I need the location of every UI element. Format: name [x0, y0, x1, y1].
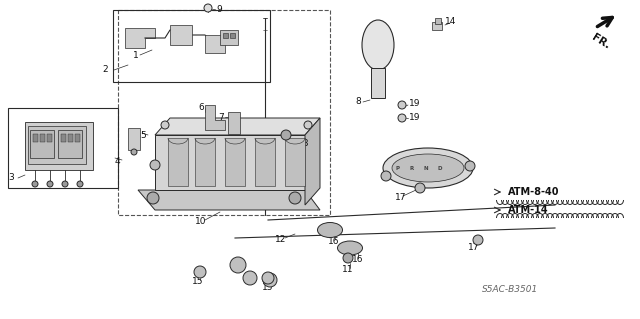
Text: 15: 15	[192, 278, 204, 286]
Ellipse shape	[337, 241, 362, 255]
Text: 11: 11	[342, 265, 353, 275]
Circle shape	[263, 273, 277, 287]
FancyBboxPatch shape	[435, 18, 441, 24]
Text: 15: 15	[262, 284, 273, 293]
Text: 18: 18	[298, 139, 310, 149]
FancyBboxPatch shape	[68, 134, 73, 142]
Polygon shape	[305, 118, 320, 205]
Text: D: D	[438, 166, 442, 170]
Text: 1: 1	[133, 50, 139, 60]
Circle shape	[150, 160, 160, 170]
FancyBboxPatch shape	[285, 138, 305, 186]
Polygon shape	[155, 118, 320, 135]
FancyBboxPatch shape	[168, 138, 188, 186]
FancyBboxPatch shape	[58, 130, 82, 158]
Circle shape	[32, 181, 38, 187]
Text: 2: 2	[102, 65, 108, 75]
FancyBboxPatch shape	[230, 33, 235, 38]
Text: 20: 20	[172, 164, 184, 173]
Circle shape	[398, 101, 406, 109]
Circle shape	[147, 192, 159, 204]
Circle shape	[281, 130, 291, 140]
FancyBboxPatch shape	[47, 134, 52, 142]
Text: 4: 4	[115, 158, 120, 167]
Text: 10: 10	[195, 218, 207, 226]
Circle shape	[243, 271, 257, 285]
Polygon shape	[205, 105, 225, 130]
FancyBboxPatch shape	[255, 138, 275, 186]
FancyBboxPatch shape	[220, 30, 238, 45]
Text: 7: 7	[218, 113, 224, 122]
Text: 17: 17	[395, 194, 406, 203]
Text: 19: 19	[409, 113, 420, 122]
Circle shape	[304, 121, 312, 129]
Text: 19: 19	[409, 100, 420, 108]
FancyBboxPatch shape	[195, 138, 215, 186]
Text: 12: 12	[275, 235, 286, 244]
FancyBboxPatch shape	[371, 68, 385, 98]
Circle shape	[473, 235, 483, 245]
FancyBboxPatch shape	[30, 130, 54, 158]
Circle shape	[47, 181, 53, 187]
Text: FR.: FR.	[590, 32, 612, 51]
Circle shape	[415, 183, 425, 193]
Circle shape	[161, 121, 169, 129]
FancyBboxPatch shape	[33, 134, 38, 142]
FancyBboxPatch shape	[40, 134, 45, 142]
Circle shape	[204, 4, 212, 12]
Text: 17: 17	[468, 243, 479, 253]
Text: P: P	[396, 166, 400, 170]
Circle shape	[343, 253, 353, 263]
FancyBboxPatch shape	[170, 25, 192, 45]
Text: 16: 16	[328, 238, 339, 247]
Text: 14: 14	[445, 18, 456, 26]
FancyBboxPatch shape	[61, 134, 66, 142]
Text: ATM-14: ATM-14	[508, 205, 548, 215]
Circle shape	[262, 272, 274, 284]
Circle shape	[465, 161, 475, 171]
Circle shape	[381, 171, 391, 181]
Text: R: R	[410, 166, 414, 170]
FancyBboxPatch shape	[28, 126, 86, 164]
Text: ATM-8-40: ATM-8-40	[508, 187, 559, 197]
FancyBboxPatch shape	[155, 135, 305, 190]
Circle shape	[194, 266, 206, 278]
FancyBboxPatch shape	[25, 122, 93, 170]
Text: N: N	[424, 166, 428, 170]
Circle shape	[230, 257, 246, 273]
FancyBboxPatch shape	[225, 138, 245, 186]
Text: 3: 3	[8, 174, 13, 182]
Polygon shape	[138, 190, 320, 210]
FancyBboxPatch shape	[432, 22, 442, 30]
FancyBboxPatch shape	[128, 128, 140, 150]
FancyBboxPatch shape	[223, 33, 228, 38]
Circle shape	[289, 192, 301, 204]
Text: 16: 16	[352, 256, 364, 264]
Circle shape	[62, 181, 68, 187]
FancyBboxPatch shape	[228, 112, 240, 134]
FancyBboxPatch shape	[75, 134, 80, 142]
Ellipse shape	[392, 154, 464, 182]
Text: 5: 5	[140, 130, 146, 139]
Ellipse shape	[383, 148, 473, 188]
Circle shape	[131, 149, 137, 155]
Text: 9: 9	[216, 4, 221, 13]
Ellipse shape	[362, 20, 394, 70]
Circle shape	[77, 181, 83, 187]
Text: 13: 13	[448, 160, 460, 169]
Text: 8: 8	[355, 98, 361, 107]
FancyBboxPatch shape	[205, 35, 225, 53]
Text: S5AC-B3501: S5AC-B3501	[482, 286, 538, 294]
Text: 6: 6	[198, 102, 204, 112]
Circle shape	[398, 114, 406, 122]
Ellipse shape	[317, 222, 342, 238]
Polygon shape	[125, 28, 155, 48]
